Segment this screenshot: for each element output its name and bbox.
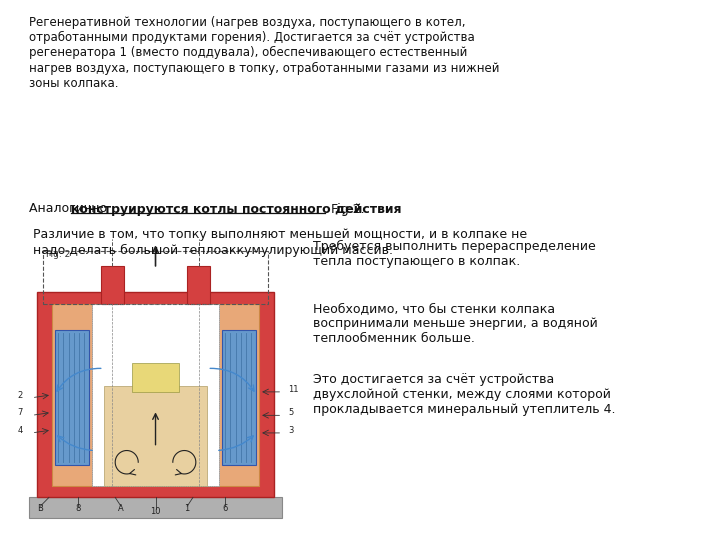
Bar	[222, 330, 256, 465]
Text: конструируются котлы постоянного действия: конструируются котлы постоянного действи…	[71, 202, 401, 215]
Text: B: B	[37, 504, 43, 512]
Text: 3: 3	[288, 426, 293, 435]
Bar	[92, 304, 219, 485]
Text: Это достигается за счёт устройства
двухслойной стенки, между слоями которой
прок: Это достигается за счёт устройства двухс…	[313, 373, 616, 416]
Text: Fig.2.: Fig.2.	[323, 202, 364, 215]
Text: Необходимо, что бы стенки колпака
воспринимали меньше энергии, а водяной
теплооб: Необходимо, что бы стенки колпака воспри…	[313, 302, 598, 346]
Bar	[43, 251, 268, 304]
Bar	[132, 362, 179, 392]
Text: 4: 4	[18, 426, 23, 435]
Text: 6: 6	[222, 504, 228, 512]
Text: A: A	[118, 504, 124, 512]
Text: 8: 8	[75, 504, 81, 512]
Text: 5: 5	[288, 408, 293, 417]
Bar	[187, 266, 210, 304]
Text: Fig. 2: Fig. 2	[46, 250, 71, 259]
Text: 10: 10	[150, 507, 161, 516]
Bar	[52, 304, 259, 485]
Text: Регенеративной технологии (нагрев воздуха, поступающего в котел,
отработанными п: Регенеративной технологии (нагрев воздух…	[29, 16, 499, 90]
Text: Требуется выполнить перераспределение
тепла поступающего в колпак.: Требуется выполнить перераспределение те…	[313, 240, 596, 268]
Bar	[55, 330, 89, 465]
Text: Различие в том, что топку выполняют меньшей мощности, и в колпаке не
 надо делат: Различие в том, что топку выполняют мень…	[29, 228, 527, 256]
Text: 7: 7	[18, 408, 23, 417]
Bar	[37, 292, 274, 497]
Bar	[29, 497, 282, 518]
Text: 11: 11	[288, 385, 299, 394]
Bar	[101, 266, 124, 304]
Bar	[92, 304, 219, 485]
Text: 1: 1	[184, 504, 190, 512]
Text: Аналогично: Аналогично	[29, 202, 115, 215]
Bar	[104, 386, 207, 485]
Text: 2: 2	[18, 391, 23, 400]
